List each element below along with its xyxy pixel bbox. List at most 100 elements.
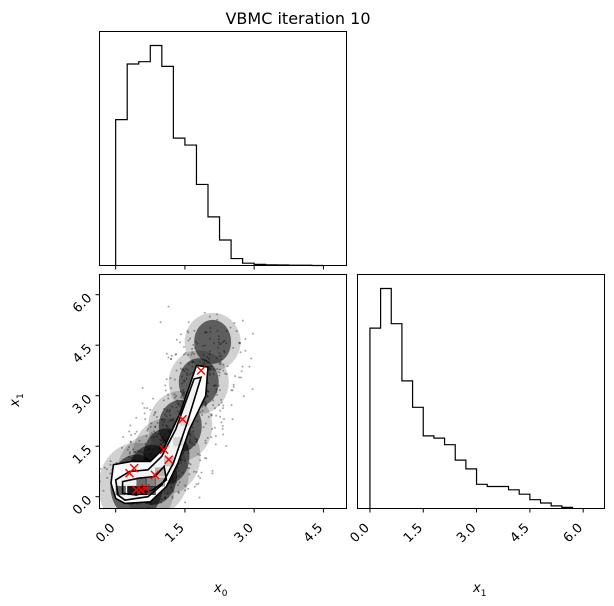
sample-point	[231, 418, 234, 421]
hist-x1-tick-label: 6.0	[561, 521, 586, 546]
sample-point	[201, 414, 204, 417]
sample-point	[161, 441, 164, 444]
sample-point	[202, 426, 205, 429]
sample-point	[218, 371, 221, 374]
sample-point	[184, 351, 187, 354]
sample-point	[150, 455, 153, 458]
sample-point	[143, 453, 146, 456]
hist-x0-panel	[99, 31, 347, 270]
sample-point	[186, 445, 189, 448]
sample-point	[239, 351, 242, 354]
sample-point	[191, 361, 194, 364]
sample-point	[238, 341, 241, 344]
sample-point	[163, 439, 166, 442]
sample-point	[220, 355, 223, 358]
sample-point	[207, 390, 210, 393]
sample-point	[220, 401, 223, 404]
sample-point	[191, 347, 194, 350]
sample-point	[198, 411, 201, 414]
sample-point	[230, 404, 233, 407]
sample-point	[175, 475, 178, 478]
sample-point	[212, 342, 215, 345]
sample-point	[162, 407, 165, 410]
sample-point	[217, 346, 220, 349]
sample-point	[170, 358, 173, 361]
sample-point	[214, 435, 217, 438]
sample-point	[210, 436, 213, 439]
marker-stroke	[164, 455, 174, 465]
sample-point	[241, 319, 244, 322]
sample-point	[187, 449, 190, 452]
sample-point	[138, 439, 141, 442]
sample-point	[170, 486, 173, 489]
sample-point	[147, 427, 150, 430]
sample-point	[222, 369, 225, 372]
sample-point	[242, 395, 245, 398]
sample-point	[165, 378, 168, 381]
sample-point	[187, 451, 190, 454]
sample-point	[126, 448, 129, 451]
sample-point	[220, 421, 223, 424]
hist-x1-tick-label: 0.0	[348, 521, 373, 546]
sample-point	[215, 388, 218, 391]
sample-point	[144, 458, 147, 461]
sample-point	[158, 429, 161, 432]
joint-y-tick-label: 3.0	[70, 392, 95, 417]
sample-point	[165, 415, 168, 418]
sample-point	[164, 497, 167, 500]
sample-point	[218, 362, 221, 365]
sample-point	[149, 503, 152, 506]
sample-point	[220, 358, 223, 361]
density-cell	[145, 477, 156, 487]
sample-point	[192, 343, 195, 346]
sample-point	[195, 440, 198, 443]
sample-point	[199, 477, 202, 480]
sample-point	[175, 481, 178, 484]
sample-point	[189, 434, 192, 437]
sample-point	[193, 485, 196, 488]
sample-point	[219, 415, 222, 418]
hist-x0-frame	[99, 31, 347, 266]
sample-point	[167, 410, 170, 413]
sample-point	[189, 361, 192, 364]
sample-point	[204, 441, 207, 444]
sample-point	[177, 490, 180, 493]
sample-point	[177, 469, 180, 472]
sample-point	[154, 425, 157, 428]
hist-x1-tick-label: 4.5	[507, 521, 532, 546]
sample-point	[222, 407, 225, 410]
sample-point	[191, 365, 194, 368]
sample-point	[166, 426, 169, 429]
sample-point	[222, 404, 225, 407]
sample-point	[194, 437, 197, 440]
ylabel-x1: x1	[8, 393, 26, 407]
sample-point	[202, 345, 205, 348]
sample-point	[145, 435, 148, 438]
sample-point	[157, 433, 160, 436]
sample-point	[187, 339, 190, 342]
hist-x1-frame	[357, 274, 605, 509]
sample-point	[189, 440, 192, 443]
sample-point	[185, 447, 188, 450]
sample-point	[209, 367, 212, 370]
sample-point	[150, 432, 153, 435]
sample-point	[177, 402, 180, 405]
sample-point	[187, 321, 190, 324]
sample-point	[219, 363, 222, 366]
sample-point	[203, 311, 206, 314]
sample-point	[165, 410, 168, 413]
sample-point	[183, 370, 186, 373]
sample-point	[169, 409, 172, 412]
sample-point	[152, 430, 155, 433]
sample-point	[176, 399, 179, 402]
sample-point	[180, 390, 183, 393]
sample-point	[167, 356, 170, 359]
density-cell	[127, 485, 138, 496]
sample-point	[148, 453, 151, 456]
sample-point	[191, 442, 194, 445]
sample-point	[149, 408, 152, 411]
sample-point	[203, 344, 206, 347]
sample-point	[241, 365, 244, 368]
sample-point	[195, 440, 198, 443]
sample-point	[218, 343, 221, 346]
